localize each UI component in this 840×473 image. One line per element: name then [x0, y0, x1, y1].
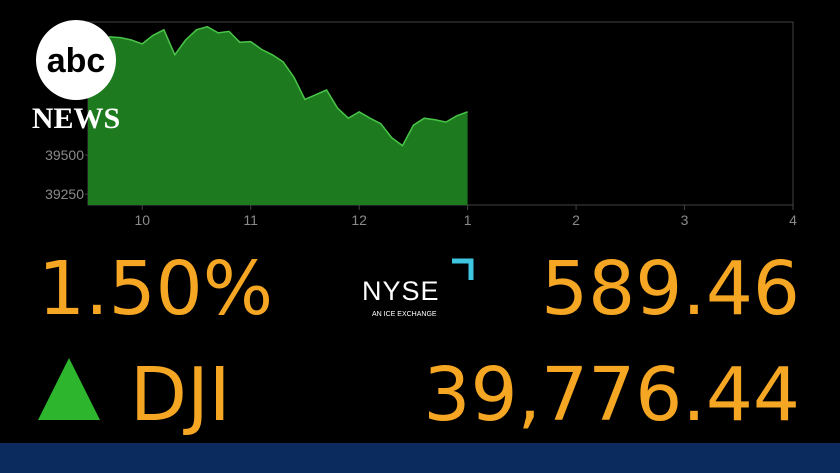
- logo-news: NEWS: [32, 102, 120, 135]
- x-tick-label: 3: [681, 212, 689, 228]
- exchange-name: NYSE: [362, 276, 440, 306]
- logo-circle: [36, 20, 116, 100]
- up-arrow: [38, 358, 100, 420]
- change-points: 589.46: [541, 246, 800, 332]
- bottom-bar: [0, 443, 840, 473]
- exchange-bracket: [452, 258, 474, 280]
- change-percent: 1.50%: [38, 246, 273, 332]
- area-line: [87, 25, 468, 147]
- index-level: 39,776.44: [423, 352, 800, 438]
- index-symbol: DJI: [130, 352, 231, 438]
- x-tick-label: 2: [572, 212, 580, 228]
- x-tick-label: 1: [464, 212, 472, 228]
- exchange-tagline: AN ICE EXCHANGE: [372, 311, 437, 318]
- logo-abc: abc: [47, 42, 106, 80]
- x-tick-label: 12: [351, 212, 367, 228]
- y-tick-label: 39250: [45, 186, 84, 202]
- x-tick-label: 4: [789, 212, 797, 228]
- x-tick-label: 10: [134, 212, 150, 228]
- area: [88, 26, 468, 206]
- x-tick-label: 11: [243, 212, 258, 228]
- y-tick-label: 39500: [45, 147, 84, 163]
